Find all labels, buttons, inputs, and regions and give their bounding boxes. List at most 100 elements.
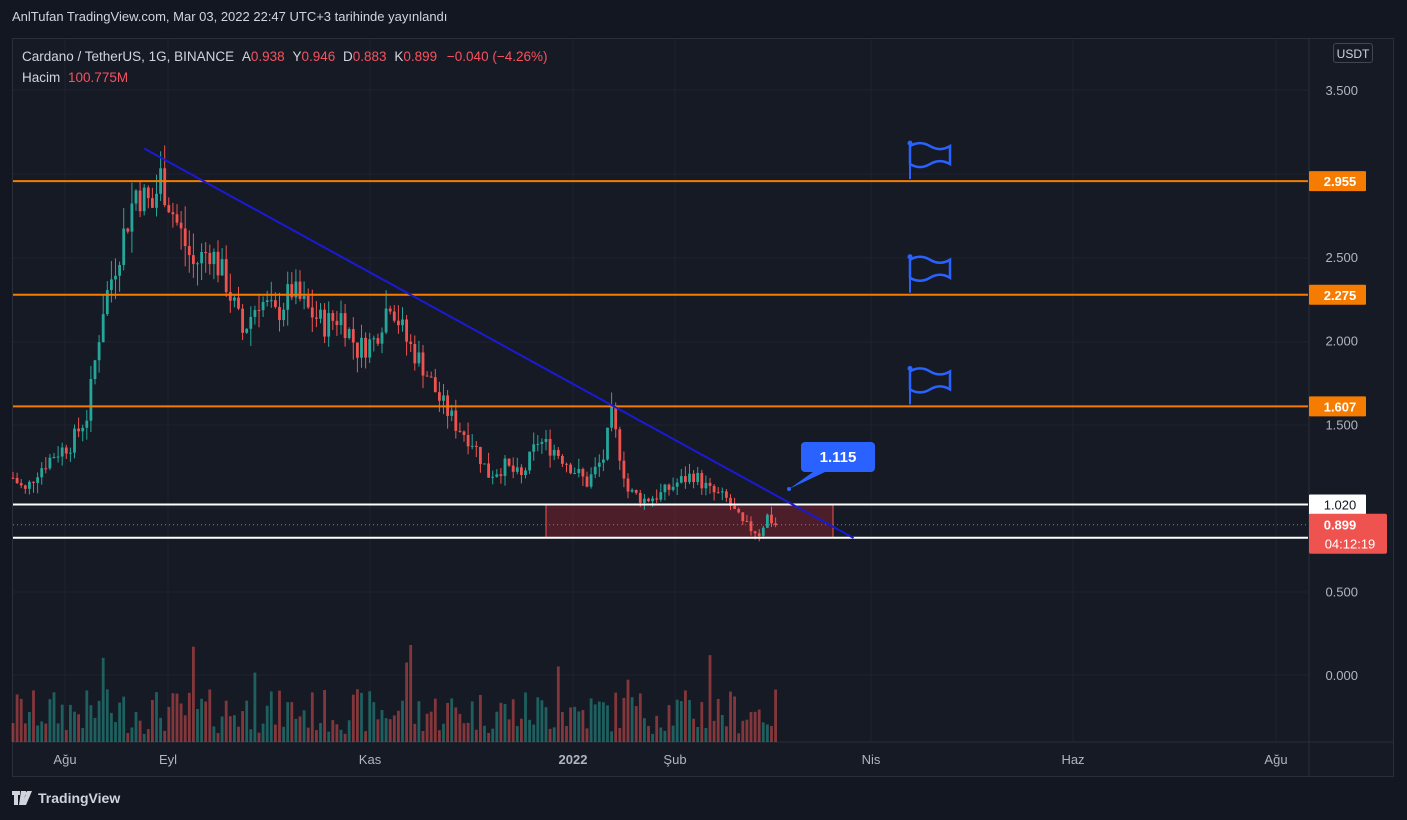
candle-body — [81, 427, 85, 432]
volume-bar — [618, 727, 622, 742]
candle-body — [93, 360, 97, 379]
volume-bar — [577, 711, 581, 742]
candle-body — [15, 477, 19, 484]
flag-icon — [908, 141, 952, 169]
volume-bar — [351, 694, 355, 742]
volume-bar — [130, 727, 134, 742]
volume-bar — [581, 710, 585, 742]
volume-bar — [265, 705, 269, 742]
volume-bar — [343, 733, 347, 742]
volume-bar — [397, 710, 400, 742]
y-tick-label: 2.500 — [1325, 250, 1358, 265]
volume-bar — [610, 731, 613, 742]
candle-body — [253, 310, 257, 317]
symbol-label[interactable]: Cardano / TetherUS, 1G, BINANCE — [22, 49, 235, 64]
volume-bar — [364, 731, 367, 742]
volume-bar — [85, 690, 89, 742]
candle-body — [659, 492, 663, 500]
candle-body — [356, 342, 359, 358]
candle-body — [729, 497, 732, 506]
volume-label[interactable]: Hacim — [22, 70, 61, 85]
candle-body — [679, 476, 683, 483]
volume-bar — [417, 701, 421, 742]
volume-bar — [163, 730, 167, 742]
candle-body — [433, 377, 437, 393]
candle-body — [737, 508, 741, 513]
support-zone — [545, 504, 834, 539]
x-tick-label: Şub — [663, 752, 686, 767]
candle-body — [380, 332, 384, 344]
volume-bar — [142, 733, 146, 742]
currency-button[interactable]: USDT — [1333, 43, 1373, 63]
volume-bar — [294, 718, 298, 742]
candle-body — [597, 462, 601, 467]
volume-bar — [548, 728, 552, 742]
volume-bar — [368, 691, 372, 742]
candle-body — [187, 246, 191, 256]
volume-bar — [118, 702, 121, 742]
candle-body — [89, 378, 93, 421]
candle-body — [392, 311, 396, 321]
volume-bar — [380, 710, 384, 742]
volume-bar — [392, 715, 396, 742]
volume-bar — [196, 709, 199, 742]
volume-bar — [479, 694, 482, 742]
candle-body — [618, 429, 622, 461]
candle-body — [630, 489, 634, 492]
candle-body — [536, 443, 540, 445]
candle-body — [581, 468, 585, 477]
candle-body — [36, 477, 39, 483]
candle-body — [183, 228, 187, 247]
candle-body — [593, 466, 597, 475]
candle-body — [40, 468, 44, 478]
volume-bar — [360, 692, 363, 742]
candle-body — [347, 329, 351, 339]
candle-body — [315, 317, 318, 319]
callout-anchor — [787, 487, 791, 491]
volume-bar — [212, 726, 216, 742]
volume-bar — [716, 698, 720, 742]
volume-bar — [200, 698, 203, 742]
volume-bar — [585, 728, 589, 742]
volume-bar — [774, 689, 777, 742]
candle-body — [409, 341, 413, 344]
candle-body — [425, 375, 429, 377]
volume-bar — [528, 719, 531, 742]
level-label-bg — [1309, 284, 1366, 305]
y-tick-label: 0.000 — [1325, 668, 1358, 683]
candle-body — [48, 457, 52, 469]
candle-body — [569, 464, 572, 474]
volume-bar — [405, 662, 408, 742]
candle-body — [146, 187, 150, 199]
candle-body — [360, 337, 363, 358]
candle-body — [450, 410, 454, 416]
candle-body — [327, 313, 331, 337]
volume-bar — [77, 714, 80, 742]
volume-bar — [220, 716, 224, 742]
candle-body — [290, 284, 294, 298]
tradingview-brand[interactable]: TradingView — [38, 790, 121, 806]
volume-bar — [233, 715, 236, 742]
candle-body — [540, 441, 544, 444]
volume-bar — [298, 716, 302, 742]
volume-bar — [679, 701, 683, 742]
flag-icon — [908, 367, 952, 394]
candle-body — [179, 222, 183, 229]
candle-body — [405, 319, 408, 342]
tradingview-logo-icon[interactable] — [12, 791, 34, 805]
candle-body — [126, 228, 130, 232]
volume-bar — [704, 727, 708, 742]
volume-row: Hacim 100.775M — [22, 67, 547, 88]
volume-bar — [114, 722, 117, 742]
volume-bar — [151, 699, 154, 742]
candle-body — [688, 473, 691, 483]
candle-body — [704, 482, 708, 489]
volume-bar — [544, 707, 548, 742]
flag-icon — [908, 255, 952, 282]
volume-bar — [146, 729, 150, 742]
candle-body — [171, 212, 175, 215]
candle-body — [692, 473, 695, 483]
volume-bar — [155, 692, 158, 742]
candle-body — [23, 485, 27, 489]
